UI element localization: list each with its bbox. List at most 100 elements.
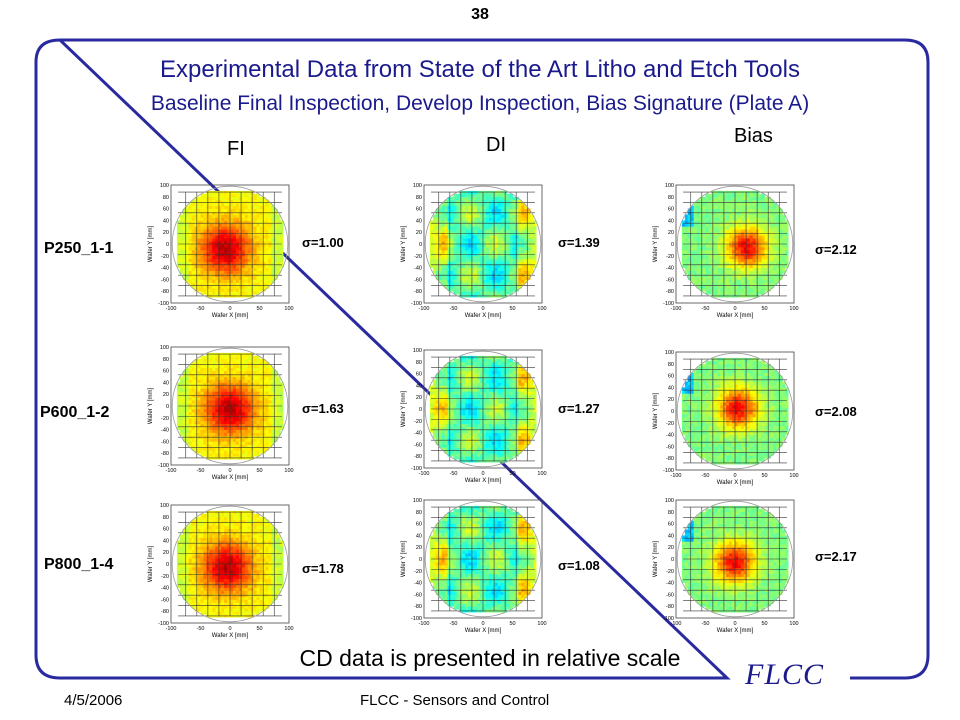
wafer-tile <box>232 400 237 404</box>
wafer-tile <box>238 291 243 295</box>
wafer-tile <box>262 249 266 254</box>
wafer-tile <box>483 223 487 227</box>
wafer-tile <box>224 444 228 448</box>
wafer-tile <box>274 238 278 242</box>
sigma-bias-p600: σ=2.08 <box>815 404 857 419</box>
wafer-tile <box>221 279 225 283</box>
wafer-tile <box>491 217 496 221</box>
wafer-tile <box>244 358 249 363</box>
wafer-tile <box>450 226 454 230</box>
wafer-tile <box>743 291 748 295</box>
wafer-tile <box>690 208 695 212</box>
wafer-tile <box>444 382 448 386</box>
wafer-tile <box>450 411 454 416</box>
wafer-tile <box>438 255 443 260</box>
wafer-tile <box>737 270 742 274</box>
wafer-tile <box>280 426 284 430</box>
wafer-tile <box>218 441 222 445</box>
wafer-tile <box>506 279 510 283</box>
wafer-tile <box>268 426 272 430</box>
wafer-tile <box>773 220 777 224</box>
wafer-tile <box>444 223 448 227</box>
wafer-tile <box>500 244 505 248</box>
wafer-tile <box>280 388 284 392</box>
wafer-tile <box>696 238 700 242</box>
wafer-tile <box>764 202 768 207</box>
wafer-tile <box>182 255 187 260</box>
wafer-tile <box>497 217 502 221</box>
wafer-tile <box>441 406 446 410</box>
wafer-tile <box>227 208 231 212</box>
wafer-tile <box>714 249 718 254</box>
wafer-tile <box>230 193 234 198</box>
wafer-tile <box>477 211 481 215</box>
wafer-tile <box>235 423 240 428</box>
wafer-tile <box>761 211 765 215</box>
wafer-tile <box>244 355 249 360</box>
wafer-tile <box>429 423 434 428</box>
wafer-tile <box>230 244 234 248</box>
wafer-tile <box>259 282 263 286</box>
wafer-tile <box>212 379 216 383</box>
wafer-tile <box>681 241 686 245</box>
wafer-tile <box>277 220 281 224</box>
wafer-tile <box>185 226 190 230</box>
wafer-tile <box>480 193 484 198</box>
wafer-tile <box>185 244 190 248</box>
wafer-tile <box>717 285 721 289</box>
wafer-tile <box>271 403 275 407</box>
wafer-tile <box>690 264 695 268</box>
wafer-tile <box>215 406 219 410</box>
wafer-tile <box>232 444 237 448</box>
wafer-tile <box>262 406 266 410</box>
wafer-tile <box>468 208 472 212</box>
wafer-tile <box>268 205 272 209</box>
wafer-tile <box>247 288 252 292</box>
wafer-tile <box>435 426 440 431</box>
wafer-tile <box>235 208 240 212</box>
wafer-tile <box>447 447 451 451</box>
wafer-tile <box>194 196 198 201</box>
wafer-tile <box>238 208 243 212</box>
wafer-tile <box>462 211 466 215</box>
wafer-tile <box>740 202 745 207</box>
wafer-tile <box>468 220 472 224</box>
wafer-tile <box>477 279 481 283</box>
wafer-tile <box>708 220 712 224</box>
wafer-tile <box>702 226 706 230</box>
wafer-tile <box>450 258 454 263</box>
wafer-tile <box>530 217 534 221</box>
wafer-tile <box>497 208 502 212</box>
wafer-tile <box>244 196 249 201</box>
wafer-tile <box>262 270 266 274</box>
wafer-tile <box>253 255 257 260</box>
wafer-tile <box>456 244 460 248</box>
wafer-tile <box>483 264 487 268</box>
wafer-tile <box>280 400 284 404</box>
wafer-tile <box>235 376 240 380</box>
wafer-tile <box>182 370 187 374</box>
wafer-tile <box>450 382 454 386</box>
y-axis-label: Wafer Y [mm] <box>401 226 407 263</box>
wafer-tile <box>462 270 466 274</box>
wafer-tile <box>696 223 700 227</box>
wafer-tile <box>191 255 195 260</box>
wafer-tile <box>456 435 460 439</box>
wafer-tile <box>773 279 777 283</box>
wafer-tile <box>253 270 257 274</box>
wafer-tile <box>497 226 502 230</box>
wafer-tile <box>256 217 260 221</box>
wafer-tile <box>238 205 243 209</box>
wafer-tile <box>480 261 484 266</box>
wafer-tile <box>274 276 278 280</box>
wafer-tile <box>699 241 703 245</box>
wafer-tile <box>450 244 454 248</box>
wafer-tile <box>488 279 493 283</box>
wafer-tile <box>438 414 443 419</box>
wafer-tile <box>447 220 451 224</box>
wafer-tile <box>265 367 269 371</box>
wafer-tile <box>740 270 745 274</box>
wafer-tile <box>752 244 757 248</box>
wafer-tile <box>188 444 193 448</box>
wafer-tile <box>485 246 490 251</box>
